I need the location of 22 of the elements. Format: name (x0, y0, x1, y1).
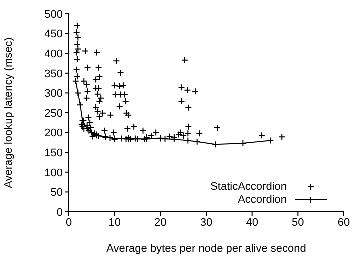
legend-label: StaticAccordion (210, 180, 287, 192)
y-axis-title: Average lookup latency (msec) (2, 38, 15, 188)
legend-label: Accordion (238, 194, 287, 206)
x-axis-title: Average bytes per node per alive second (106, 243, 306, 255)
x-tick-label: 60 (338, 216, 350, 229)
x-tick-label: 50 (292, 216, 304, 229)
x-tick-label: 20 (154, 216, 167, 229)
y-tick-label: 250 (44, 108, 63, 120)
y-tick-label: 150 (44, 148, 63, 160)
y-tick-label: 50 (50, 187, 63, 200)
x-tick-label: 0 (66, 216, 72, 229)
y-tick-label: 400 (44, 48, 63, 61)
x-tick-label: 30 (200, 216, 213, 229)
y-tick-label: 500 (44, 8, 63, 21)
y-tick-label: 100 (44, 167, 63, 180)
y-tick-label: 350 (44, 68, 63, 80)
y-tick-label: 0 (56, 206, 63, 219)
y-tick-label: 200 (44, 128, 63, 140)
y-tick-label: 300 (44, 88, 63, 100)
x-tick-label: 10 (108, 216, 121, 229)
y-tick-label: 450 (44, 28, 63, 41)
x-tick-label: 40 (246, 216, 258, 229)
